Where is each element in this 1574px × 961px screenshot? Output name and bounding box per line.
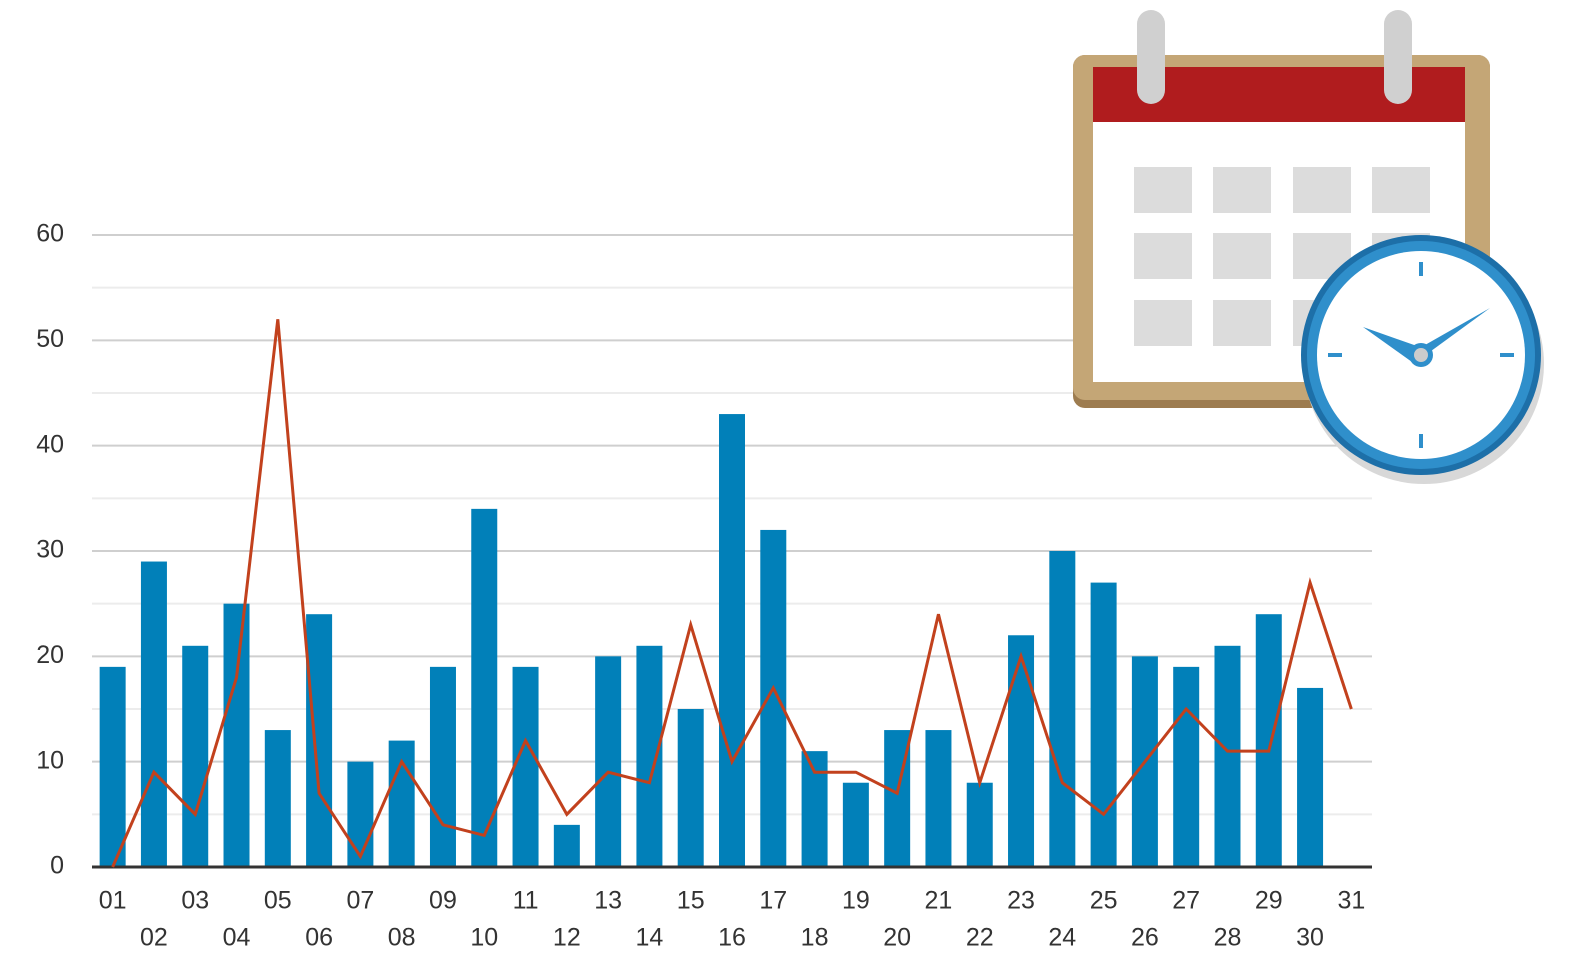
bar <box>636 645 663 867</box>
bar <box>471 508 498 867</box>
bar <box>306 614 333 867</box>
x-tick-label: 01 <box>99 887 127 915</box>
x-tick-label: 12 <box>553 924 581 952</box>
bar <box>553 824 580 867</box>
calendar-clock-icon <box>1073 10 1544 484</box>
x-tick-label: 10 <box>470 924 498 952</box>
x-tick-label: 27 <box>1172 887 1200 915</box>
bar <box>760 529 787 867</box>
x-tick-label: 05 <box>264 887 292 915</box>
bar <box>677 709 704 867</box>
bar <box>1090 582 1117 867</box>
x-tick-label: 20 <box>883 924 911 952</box>
x-tick-label: 14 <box>636 924 664 952</box>
bar <box>99 666 126 867</box>
x-tick-label: 30 <box>1296 924 1324 952</box>
bar <box>1297 687 1324 867</box>
y-tick-label: 30 <box>36 536 64 564</box>
bar <box>1049 551 1076 867</box>
bar <box>1214 645 1241 867</box>
x-tick-label: 11 <box>513 887 539 915</box>
x-tick-label: 06 <box>305 924 333 952</box>
x-tick-label: 23 <box>1007 887 1035 915</box>
bar <box>925 730 952 867</box>
x-tick-label: 15 <box>677 887 705 915</box>
bar <box>966 782 993 867</box>
line <box>111 319 1353 868</box>
bar <box>1008 635 1035 867</box>
x-tick-label: 28 <box>1214 924 1242 952</box>
x-tick-label: 25 <box>1090 887 1118 915</box>
x-tick-label: 07 <box>346 887 374 915</box>
bar <box>182 645 209 867</box>
x-tick-label: 17 <box>759 887 787 915</box>
x-tick-label: 16 <box>718 924 746 952</box>
bar <box>264 730 291 867</box>
x-tick-label: 29 <box>1255 887 1283 915</box>
bar <box>512 666 539 867</box>
x-tick-label: 04 <box>223 924 251 952</box>
x-tick-label: 02 <box>140 924 168 952</box>
x-tick-label: 09 <box>429 887 457 915</box>
bar <box>223 603 250 867</box>
y-tick-label: 10 <box>36 746 64 774</box>
x-tick-label: 21 <box>925 887 953 915</box>
x-tick-label: 31 <box>1337 887 1365 915</box>
x-tick-label: 03 <box>181 887 209 915</box>
x-tick-label: 13 <box>594 887 622 915</box>
y-tick-label: 60 <box>36 220 64 248</box>
bar <box>719 414 745 867</box>
x-tick-label: 19 <box>842 887 870 915</box>
x-tick-label: 24 <box>1048 924 1076 952</box>
bar <box>842 782 869 867</box>
y-tick-label: 0 <box>50 852 64 880</box>
plot: 0 10 20 30 40 50 60 01 02 03 04 05 06 07 08 09 10 11 12 13 1… <box>36 220 1372 952</box>
y-tick-label: 20 <box>36 641 64 669</box>
x-tick-label: 26 <box>1131 924 1159 952</box>
bar <box>1255 614 1282 867</box>
y-tick-label: 40 <box>36 430 64 458</box>
bar <box>347 761 374 867</box>
bar <box>801 751 828 867</box>
x-tick-label: 08 <box>388 924 416 952</box>
bar <box>429 666 456 867</box>
bar <box>140 561 167 867</box>
y-tick-label: 50 <box>36 325 64 353</box>
x-tick-label: 22 <box>966 924 994 952</box>
bar <box>1173 666 1200 867</box>
bar <box>595 656 622 867</box>
x-tick-label: 18 <box>801 924 829 952</box>
